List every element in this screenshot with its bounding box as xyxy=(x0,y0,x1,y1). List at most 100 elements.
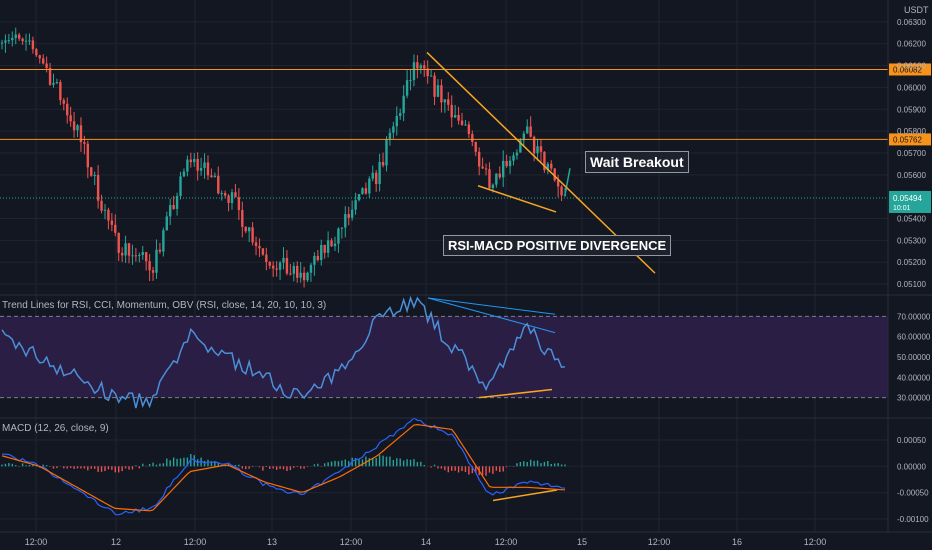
macd-indicator-label[interactable]: MACD (12, 26, close, 9) xyxy=(2,423,109,434)
candle-body xyxy=(141,252,144,255)
time-tick-label: 16 xyxy=(732,537,742,547)
trend-lines[interactable] xyxy=(426,51,656,502)
candle-body xyxy=(457,115,460,121)
candle-body xyxy=(289,273,292,275)
candle-body xyxy=(498,173,501,178)
candle-body xyxy=(392,126,395,133)
candle-body xyxy=(350,209,354,218)
candle-body xyxy=(155,249,158,273)
rsi-divergence-line xyxy=(478,388,553,399)
macd-line xyxy=(1,417,566,516)
rsi-tick-label: 50.00000 xyxy=(897,353,931,362)
candle-body xyxy=(165,216,168,231)
candle-body xyxy=(35,49,38,56)
price-tick-label: 0.06300 xyxy=(897,18,926,27)
candle-body xyxy=(539,146,543,152)
candle-body xyxy=(453,115,457,118)
candle-body xyxy=(344,214,347,228)
candle-body xyxy=(38,55,41,59)
candle-body xyxy=(357,194,361,201)
candle-body xyxy=(83,142,86,144)
time-tick-label: 12:00 xyxy=(495,537,518,547)
price-tick-label: 0.06200 xyxy=(897,40,926,49)
candle-body xyxy=(495,173,498,185)
candle-body xyxy=(244,226,247,232)
candle-body xyxy=(86,143,90,168)
candle-body xyxy=(405,80,409,96)
macd-divergence-line xyxy=(492,489,558,502)
horizontal-levels[interactable]: 0.06082 0.05762 0.05494 10:01 xyxy=(0,63,931,213)
price-tick-label: 0.05200 xyxy=(897,258,926,267)
candle-body xyxy=(175,195,179,209)
candle-body xyxy=(508,160,512,167)
candle-body xyxy=(477,151,481,167)
price-tick-label: 0.05100 xyxy=(897,280,926,289)
candle-body xyxy=(7,40,11,42)
candle-body xyxy=(217,175,220,194)
level-price-tag xyxy=(889,63,931,76)
candle-body xyxy=(138,254,141,256)
candle-body xyxy=(124,243,127,256)
candle-body xyxy=(48,67,52,85)
candle-body xyxy=(412,62,416,81)
candle-body xyxy=(117,232,120,253)
candle-body xyxy=(419,65,423,69)
candle-body xyxy=(179,176,182,196)
current-price-tag xyxy=(889,190,931,213)
signal-line xyxy=(1,424,566,512)
price-tick-label: 0.05700 xyxy=(897,149,926,158)
candle-body xyxy=(66,103,69,116)
candle-body xyxy=(402,95,405,114)
time-tick-label: 12:00 xyxy=(25,537,48,547)
candle-body xyxy=(254,242,258,247)
candle-body xyxy=(196,158,199,171)
candle-body xyxy=(361,188,364,195)
candle-body xyxy=(144,252,148,262)
candle-body xyxy=(203,162,206,169)
candle-body xyxy=(72,121,76,131)
candle-body xyxy=(76,125,79,131)
candle-body xyxy=(69,115,72,122)
candle-body xyxy=(488,169,491,189)
rsi-band xyxy=(0,316,888,398)
rsi-indicator-label[interactable]: Trend Lines for RSI, CCI, Momentum, OBV … xyxy=(2,300,326,311)
candle-body xyxy=(519,140,522,153)
candle-body xyxy=(237,197,241,211)
axes[interactable]: 0.06300 0.06200 0.06100 0.06000 0.05900 0.058… xyxy=(25,18,931,547)
rsi-tick-label: 70.00000 xyxy=(897,312,931,321)
candle-body xyxy=(505,160,508,167)
candle-body xyxy=(560,186,563,196)
candle-body xyxy=(103,209,107,211)
candle-body xyxy=(543,151,546,171)
candle-body xyxy=(443,99,447,103)
time-tick-label: 13 xyxy=(267,537,277,547)
candle-body xyxy=(515,152,519,156)
candle-body xyxy=(323,244,326,253)
candle-body xyxy=(416,62,419,69)
candle-body xyxy=(14,34,17,38)
candle-body xyxy=(436,85,440,97)
price-tick-label: 0.05800 xyxy=(897,127,926,136)
candle-body xyxy=(21,38,24,42)
candle-body xyxy=(409,80,412,82)
time-tick-label: 12:00 xyxy=(184,537,207,547)
candle-body xyxy=(299,272,302,278)
candle-body xyxy=(258,246,261,249)
candle-body xyxy=(17,34,21,39)
rsi-line xyxy=(1,295,566,409)
divergence-annotation[interactable]: RSI-MACD POSITIVE DIVERGENCE xyxy=(443,235,672,256)
candle-body xyxy=(460,120,464,125)
candle-body xyxy=(285,257,289,274)
candle-body xyxy=(347,214,350,218)
candle-body xyxy=(282,257,285,263)
wait-breakout-annotation[interactable]: Wait Breakout xyxy=(585,151,689,173)
candle-body xyxy=(296,265,299,278)
candle-body xyxy=(234,192,237,198)
candle-body xyxy=(467,124,471,135)
candle-body xyxy=(96,174,100,201)
candle-body xyxy=(316,255,320,261)
candle-body xyxy=(532,136,536,154)
candle-body xyxy=(337,228,340,244)
candle-body xyxy=(93,174,96,176)
